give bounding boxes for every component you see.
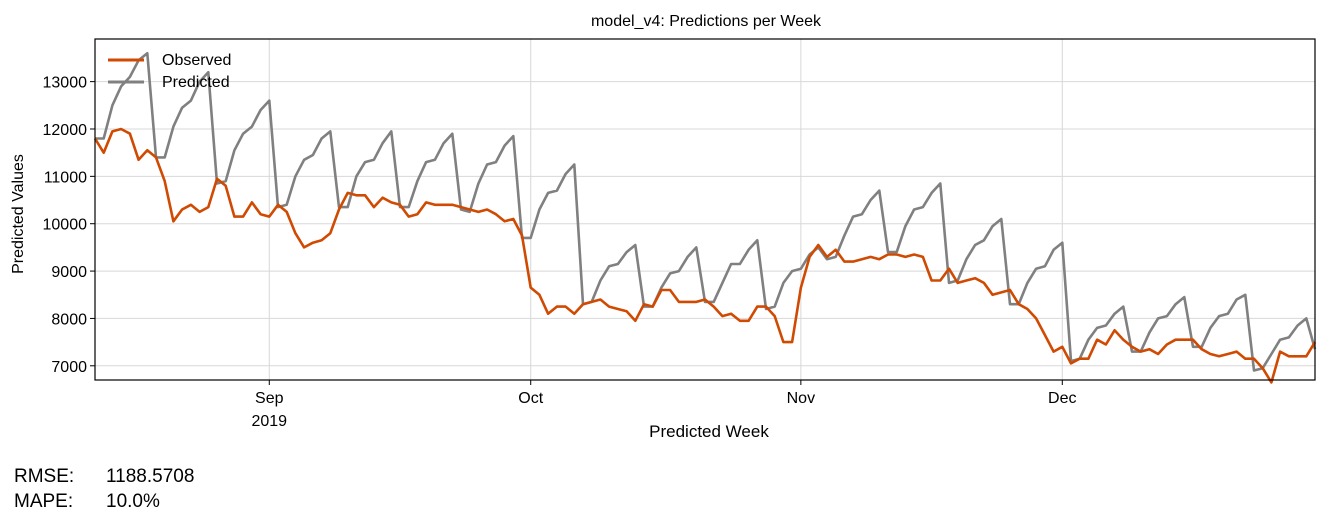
y-axis-ticks: 7000 8000 9000 10000 11000 12000 13000: [43, 75, 95, 376]
mape-value: 10.0%: [106, 491, 160, 512]
y-tick-label: 10000: [43, 217, 88, 234]
x-axis-ticks: Sep 2019 Oct Nov Dec: [251, 380, 1077, 430]
y-tick-label: 13000: [43, 75, 88, 92]
rmse-value: 1188.5708: [106, 466, 195, 487]
legend-label-predicted: Predicted: [162, 74, 230, 91]
plot-frame: [94, 38, 1316, 381]
mape-row: MAPE: 10.0%: [14, 489, 194, 514]
series-line-observed: [93, 127, 1317, 384]
x-tick-label: Dec: [1048, 390, 1076, 407]
x-tick-sublabel: 2019: [251, 413, 287, 430]
x-tick-label: Nov: [787, 390, 815, 407]
x-tick-label: Oct: [518, 390, 543, 407]
x-tick-label: Sep: [255, 390, 284, 407]
y-tick-label: 9000: [51, 264, 87, 281]
y-tick-label: 12000: [43, 122, 88, 139]
mape-label: MAPE:: [14, 491, 74, 512]
chart-title: model_v4: Predictions per Week: [591, 13, 822, 30]
chart-legend: Observed Predicted: [108, 52, 231, 91]
series-lines: [93, 51, 1317, 384]
y-tick-label: 7000: [51, 359, 87, 376]
rmse-row: RMSE: 1188.5708: [14, 464, 194, 489]
y-tick-label: 8000: [51, 311, 87, 328]
x-axis-label: Predicted Week: [649, 422, 769, 441]
y-tick-label: 11000: [44, 169, 87, 186]
y-axis-label: Predicted Values: [10, 154, 27, 274]
gridlines: [95, 39, 1315, 380]
series-line-predicted: [95, 51, 1317, 372]
legend-label-observed: Observed: [162, 52, 231, 69]
metrics-panel: RMSE: 1188.5708 MAPE: 10.0%: [14, 464, 194, 514]
prediction-chart: model_v4: Predictions per Week 7000 8000 9…: [10, 13, 1317, 441]
rmse-label: RMSE:: [14, 466, 75, 487]
